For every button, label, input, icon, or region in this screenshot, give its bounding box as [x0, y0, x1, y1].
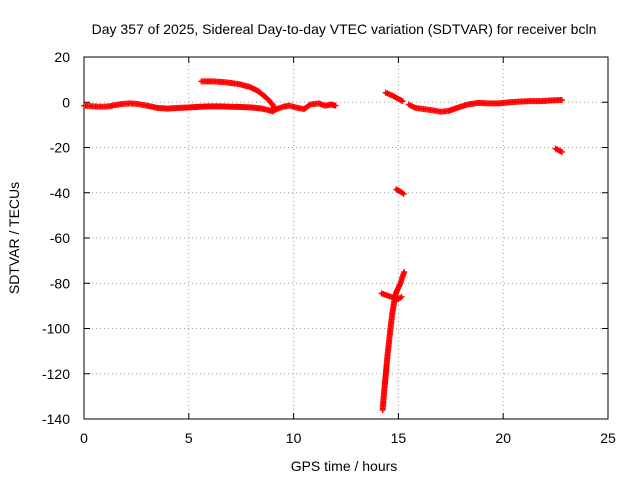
y-tick-label: -60 [50, 230, 70, 246]
data-point [400, 190, 407, 197]
y-axis-label: SDTVAR / TECUs [6, 182, 22, 294]
chart-title: Day 357 of 2025, Sidereal Day-to-day VTE… [92, 21, 597, 37]
y-tick-label: 20 [54, 49, 70, 65]
plot-frame [83, 56, 609, 420]
y-tick-label: -40 [50, 185, 70, 201]
x-tick-label: 25 [600, 430, 616, 446]
data-point [558, 149, 565, 156]
y-tick-label: 0 [62, 94, 70, 110]
x-tick-label: 15 [391, 430, 407, 446]
y-tick-label: -120 [42, 366, 70, 382]
data-point [401, 268, 408, 275]
data-point [271, 106, 278, 113]
data-point [398, 293, 405, 300]
data-point [399, 98, 406, 105]
data-point [332, 102, 339, 109]
grid [84, 57, 608, 419]
y-tick-label: -100 [42, 321, 70, 337]
x-axis-label: GPS time / hours [291, 458, 398, 474]
data-point [558, 96, 565, 103]
y-tick-label: -80 [50, 275, 70, 291]
y-tick-label: -20 [50, 140, 70, 156]
x-tick-label: 5 [185, 430, 193, 446]
data-points [81, 78, 565, 413]
x-tick-label: 10 [286, 430, 302, 446]
x-tick-label: 20 [495, 430, 511, 446]
axis-ticks: 0 5 10 15 20 25 20 0 -20 -40 -60 -80 -100 -120 -140 [42, 49, 616, 446]
x-tick-label: 0 [80, 430, 88, 446]
y-tick-label: -140 [42, 411, 70, 427]
